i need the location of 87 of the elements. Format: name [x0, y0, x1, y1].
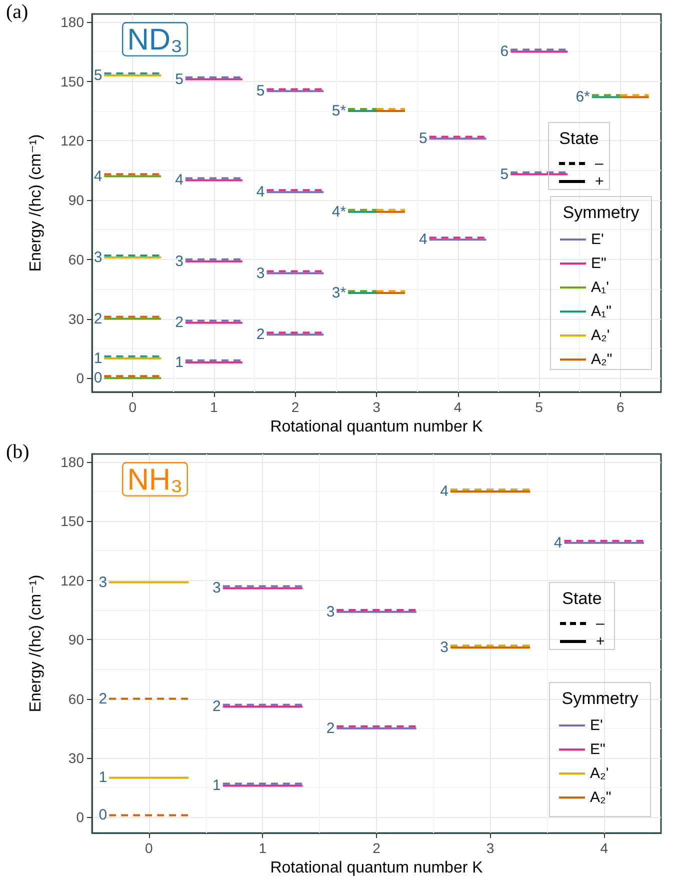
legend-label: E' — [591, 231, 604, 248]
text: (b) — [6, 441, 30, 463]
y-axis-title: Energy /(hc) (cm⁻¹) — [28, 574, 44, 712]
x-tick-label: 1 — [210, 399, 218, 415]
annotation: 3 — [326, 603, 335, 620]
annotation: 1 — [212, 777, 221, 794]
annotation: + — [596, 632, 605, 650]
x-tick-label: 1 — [258, 840, 267, 856]
annotation: 3 — [256, 264, 265, 282]
annotation: State — [561, 589, 603, 609]
legend-label: E" — [591, 255, 606, 272]
x-tick-label: 0 — [145, 840, 153, 856]
annotation: 3 — [440, 638, 448, 656]
annotation: 4 — [175, 172, 184, 189]
y-tick-label: 120 — [60, 132, 84, 149]
y-tick-label: 90 — [68, 632, 84, 648]
annotation: 1 — [98, 769, 108, 786]
annotation: 5* — [332, 102, 346, 120]
annotation: 6* — [576, 88, 590, 106]
annotation: 5 — [175, 70, 184, 88]
x-tick-label: 2 — [372, 840, 381, 856]
x-tick-label: 4 — [600, 840, 608, 856]
y-tick-label: 180 — [60, 454, 84, 470]
x-tick-label: 5 — [535, 399, 544, 415]
text: (a) — [6, 1, 28, 23]
y-tick-label: 60 — [68, 251, 84, 268]
annotation: 3 — [98, 574, 108, 591]
annotation: 3 — [212, 580, 221, 597]
annotation: 0 — [98, 806, 108, 824]
y-tick-label: 180 — [60, 14, 84, 30]
x-tick-label: 4 — [454, 399, 462, 415]
x-axis-title: Rotational quantum number K — [270, 859, 484, 876]
annotation: 3* — [332, 284, 346, 302]
x-tick-label: 3 — [372, 399, 381, 415]
legend-label: A₁' — [591, 279, 610, 296]
annotation: 4* — [332, 203, 346, 220]
y-tick-label: 30 — [68, 750, 84, 766]
annotation: 4 — [554, 534, 562, 552]
annotation: 5 — [500, 166, 509, 183]
y-axis-title: Energy /(hc) (cm⁻¹) — [28, 134, 44, 272]
legend-label: E" — [590, 741, 606, 758]
chart-title: ND₃ — [127, 24, 183, 57]
annotation: 2 — [256, 326, 265, 344]
x-tick-label: 0 — [128, 399, 137, 415]
annotation: 3 — [94, 248, 102, 266]
x-axis-title: Rotational quantum number K — [270, 418, 484, 436]
annotation: 5 — [94, 66, 102, 84]
legend-label: A₂' — [591, 327, 610, 344]
annotation: 0 — [94, 370, 102, 387]
y-tick-label: 60 — [68, 690, 84, 707]
annotation: 2 — [212, 698, 221, 716]
legend-title: Symmetry — [562, 203, 640, 223]
annotation: – — [595, 154, 604, 172]
y-tick-label: 150 — [60, 73, 84, 90]
legend-title: Symmetry — [560, 689, 640, 709]
annotation: 1 — [94, 350, 102, 367]
annotation: 6 — [500, 43, 509, 60]
annotation: 4 — [418, 231, 428, 248]
annotation: 1 — [175, 354, 184, 371]
y-tick-label: 0 — [76, 370, 84, 386]
x-tick-label: 3 — [486, 840, 494, 856]
annotation: 3 — [175, 252, 184, 270]
annotation: State — [558, 129, 600, 149]
legend-label: E' — [590, 717, 604, 734]
annotation: 4 — [256, 184, 265, 201]
annotation: 5 — [418, 130, 428, 148]
annotation: 4 — [94, 168, 102, 185]
y-tick-label: 90 — [68, 192, 84, 208]
y-tick-label: 30 — [68, 310, 84, 327]
annotation: 2 — [98, 690, 108, 708]
annotation: – — [596, 614, 604, 632]
annotation: 2 — [94, 310, 102, 328]
annotation: 4 — [440, 483, 448, 500]
chart-title: NH₃ — [127, 464, 183, 497]
y-tick-label: 0 — [76, 809, 84, 826]
legend-label: A₁" — [591, 303, 612, 320]
legend-label: A₂" — [591, 351, 612, 368]
x-tick-label: 6 — [616, 399, 624, 415]
x-tick-label: 2 — [291, 399, 300, 415]
y-tick-label: 120 — [60, 572, 84, 588]
y-tick-label: 150 — [60, 513, 84, 530]
annotation: 2 — [326, 720, 335, 737]
annotation: 5 — [256, 82, 265, 100]
annotation: + — [595, 172, 604, 190]
annotation: 2 — [175, 314, 184, 332]
legend-label: A₂' — [590, 765, 609, 782]
legend-label: A₂" — [590, 789, 612, 806]
